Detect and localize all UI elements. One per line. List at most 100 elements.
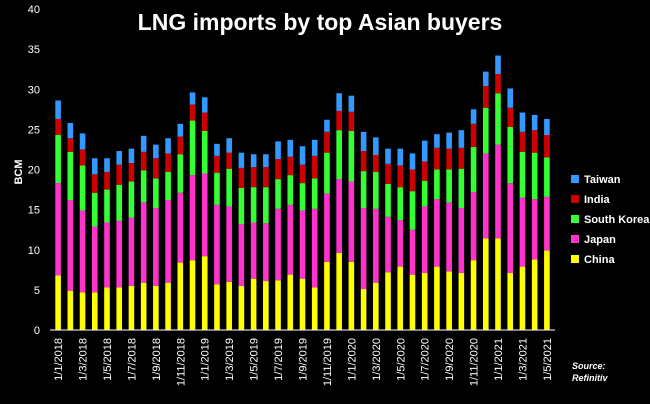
bar-segment-china (531, 259, 538, 330)
bar-segment-india (250, 167, 257, 188)
bar-segment-south-korea (153, 178, 159, 209)
bar-stack (531, 114, 538, 330)
bar-stack (189, 92, 196, 330)
x-tick-label: 1/3/2021 (517, 338, 529, 381)
bar-segment-taiwan (531, 114, 538, 131)
bar-stack (287, 139, 294, 330)
bar-segment-india (67, 138, 74, 152)
bar-segment-taiwan (116, 151, 123, 165)
bars (55, 55, 550, 330)
bar-stack (446, 132, 452, 330)
bar-stack (128, 148, 135, 330)
bar-segment-china (79, 292, 86, 330)
bar-segment-japan (458, 208, 465, 274)
bar-segment-china (373, 282, 379, 330)
bar-segment-china (250, 278, 257, 330)
bar-segment-india (263, 167, 269, 188)
bar-stack (324, 119, 330, 330)
bar-segment-japan (507, 183, 514, 274)
bar-segment-japan (470, 191, 477, 261)
bar-segment-south-korea (189, 120, 196, 176)
bar-segment-taiwan (177, 123, 184, 137)
bar-segment-china (140, 282, 147, 330)
bar-segment-japan (409, 229, 416, 275)
legend-label: China (584, 254, 615, 266)
bar-segment-japan (397, 220, 404, 267)
bar-segment-india (128, 163, 135, 182)
y-axis: 0 5 10 15 20 25 30 35 40 (28, 4, 40, 337)
bar-segment-south-korea (238, 187, 245, 225)
y-tick-label: 10 (28, 245, 40, 257)
bar-segment-china (153, 285, 159, 330)
legend-swatch (571, 175, 579, 183)
bar-segment-india (214, 155, 220, 173)
bar-segment-taiwan (360, 131, 367, 152)
bar-segment-japan (55, 183, 61, 276)
x-tick-label: 1/11/2019 (322, 338, 334, 386)
bar-segment-japan (531, 199, 538, 260)
bar-segment-japan (153, 208, 159, 286)
bar-segment-south-korea (531, 152, 538, 200)
bar-segment-india (519, 131, 526, 152)
bar-segment-china (446, 271, 452, 330)
bar-stack (55, 100, 61, 330)
bar-segment-south-korea (311, 178, 318, 209)
bar-stack (495, 55, 501, 330)
x-tick-label: 1/9/2018 (151, 338, 163, 381)
bar-segment-south-korea (507, 126, 514, 184)
bar-stack (482, 71, 489, 330)
bar-segment-taiwan (214, 143, 220, 156)
y-tick-label: 35 (28, 44, 40, 56)
bar-segment-japan (189, 175, 196, 261)
bar-segment-south-korea (177, 154, 184, 193)
source-name: Refinitiv (572, 373, 608, 383)
bar-segment-china (299, 278, 306, 330)
bar-segment-south-korea (104, 189, 110, 223)
bar-segment-india (189, 104, 196, 121)
bar-segment-taiwan (470, 109, 477, 124)
bar-segment-india (397, 165, 404, 188)
bar-segment-taiwan (128, 148, 135, 164)
bar-segment-india (177, 136, 184, 155)
y-tick-label: 30 (28, 84, 40, 96)
bar-segment-japan (348, 181, 355, 262)
bar-segment-taiwan (336, 93, 342, 111)
bar-segment-china (482, 238, 489, 330)
bar-segment-japan (311, 208, 318, 288)
chart-title: LNG imports by top Asian buyers (138, 9, 503, 35)
x-tick-label: 1/5/2021 (542, 338, 554, 381)
x-tick-label: 1/3/2018 (78, 338, 90, 381)
bar-segment-china (348, 261, 355, 330)
bar-stack (519, 112, 526, 330)
bar-segment-china (507, 273, 514, 330)
bar-segment-japan (373, 208, 379, 283)
bar-stack (201, 97, 208, 330)
bar-stack (140, 135, 147, 330)
bar-segment-japan (201, 173, 208, 257)
bar-segment-china (189, 260, 196, 330)
y-tick-label: 15 (28, 205, 40, 217)
bar-segment-china (214, 284, 220, 330)
bar-segment-india (409, 169, 416, 192)
bar-segment-south-korea (458, 168, 465, 209)
x-tick-label: 1/11/2018 (175, 338, 187, 386)
bar-stack (177, 123, 184, 330)
x-tick-label: 1/1/2018 (53, 338, 65, 381)
x-tick-label: 1/1/2021 (493, 338, 505, 381)
legend-item-china: China (571, 254, 615, 266)
x-tick-label: 1/9/2020 (444, 338, 456, 381)
legend-item-south-korea: South Korea (571, 214, 650, 226)
bar-segment-china (470, 260, 477, 330)
bar-segment-taiwan (421, 140, 428, 162)
bar-segment-china (226, 281, 232, 330)
bar-stack (421, 140, 428, 330)
bar-stack (67, 122, 74, 330)
bar-segment-japan (128, 217, 135, 286)
bar-segment-taiwan (482, 71, 489, 87)
bar-segment-india (373, 155, 379, 172)
legend-label: India (584, 194, 611, 206)
bar-segment-china (360, 289, 367, 330)
bar-segment-japan (116, 220, 123, 288)
bar-segment-japan (336, 179, 342, 253)
bar-segment-japan (385, 216, 391, 273)
